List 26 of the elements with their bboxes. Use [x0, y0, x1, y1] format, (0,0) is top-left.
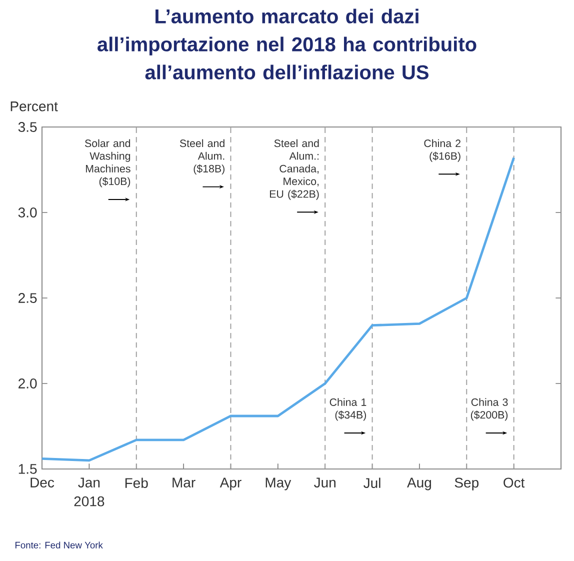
y-axis-title: Percent — [10, 102, 58, 112]
y-tick-label: 2.0 — [18, 378, 37, 388]
ref-line-label: Steel and Alum.: Canada, Mexico, EU ($22B) — [270, 139, 319, 200]
text: 2018 — [74, 496, 104, 506]
x-tick-label: Dec — [30, 478, 54, 488]
ref-line-label: Steel and Alum. ($18B) — [180, 139, 224, 175]
x-tick-label: May — [266, 478, 292, 490]
x-tick-label: Jan — [78, 478, 100, 488]
y-tick-label: 2.5 — [18, 293, 37, 303]
source-note: Fonte: Fed New York — [15, 542, 103, 548]
chart-title: L’aumento marcato dei dazi all’importazione nel 2018 ha contribuito all’aumento dell’inflazione US — [98, 8, 476, 80]
y-tick-label: 3.0 — [18, 208, 37, 218]
x-tick-label: Aug — [407, 478, 432, 490]
ref-line-label: Solar and Washing Machines ($10B) — [84, 139, 130, 188]
ref-line-label: China 2 ($16B) — [424, 139, 460, 162]
y-tick-label: 1.5 — [18, 464, 37, 474]
y-tick-label: 3.5 — [18, 122, 37, 132]
x-tick-label: Jun — [314, 478, 336, 488]
x-tick-label: Feb — [125, 478, 148, 488]
x-tick-label: Mar — [172, 478, 196, 488]
x-tick-label: Oct — [504, 478, 525, 488]
x-tick-label: Sep — [454, 478, 478, 490]
ref-line-label: China 3 ($200B) — [470, 398, 508, 421]
x-tick-label: Jul — [364, 478, 380, 488]
x-tick-label: Apr — [220, 478, 242, 490]
ref-line-label: China 1 ($34B) — [330, 398, 366, 421]
